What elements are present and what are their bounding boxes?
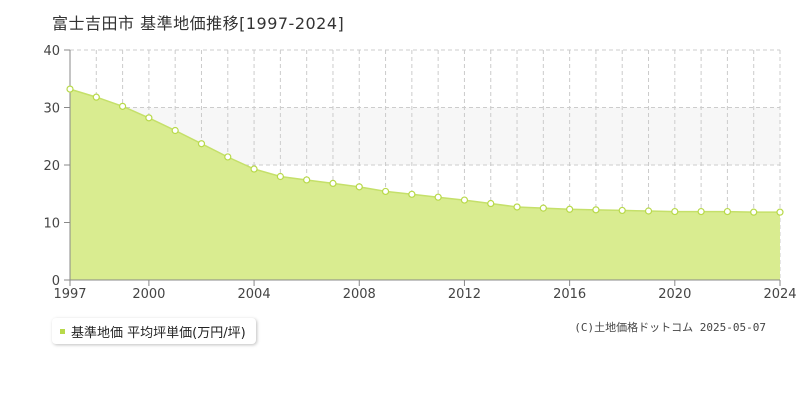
- data-point: [723, 207, 732, 216]
- data-point: [697, 207, 705, 216]
- data-point: [513, 203, 521, 211]
- y-tick-label: 30: [43, 102, 60, 117]
- data-point: [618, 206, 626, 215]
- x-tick-label: 1997: [53, 287, 86, 302]
- data-point: [644, 207, 653, 215]
- y-tick-label: 40: [43, 44, 60, 59]
- data-point: [303, 176, 311, 184]
- data-point: [566, 205, 574, 213]
- x-tick-label: 2024: [763, 287, 796, 302]
- data-point: [197, 140, 206, 148]
- data-point: [381, 187, 390, 196]
- y-tick-label: 0: [52, 274, 60, 289]
- x-tick-label: 2004: [238, 287, 271, 302]
- data-point: [118, 102, 127, 110]
- data-point: [776, 208, 784, 216]
- page-title: 富士吉田市 基準地価推移[1997-2024]: [52, 14, 345, 33]
- y-tick-label: 20: [43, 159, 60, 174]
- data-point: [750, 208, 758, 216]
- x-tick-label: 2012: [448, 287, 481, 302]
- legend-swatch-icon: [60, 328, 65, 334]
- data-point: [145, 114, 153, 122]
- data-point: [355, 183, 363, 191]
- data-point: [66, 85, 74, 93]
- x-tick-label: 2008: [343, 287, 376, 302]
- data-point: [408, 190, 416, 198]
- data-point: [592, 206, 600, 214]
- chart-legend: 基準地価 平均坪単価(万円/坪): [52, 318, 256, 344]
- series-area: [70, 89, 780, 280]
- x-tick-label: 2016: [553, 287, 586, 302]
- data-point: [460, 196, 469, 204]
- copyright-text: (C)土地価格ドットコム 2025-05-07: [574, 321, 766, 334]
- data-point: [539, 204, 547, 212]
- data-point: [250, 165, 258, 173]
- data-point: [487, 199, 495, 208]
- data-point: [671, 207, 679, 216]
- y-tick-label: 10: [43, 217, 60, 232]
- data-point: [171, 126, 179, 135]
- data-point: [276, 172, 284, 181]
- x-tick-label: 2000: [132, 287, 165, 302]
- x-tick-label: 2020: [658, 287, 691, 302]
- series-line: [69, 88, 780, 213]
- data-point: [329, 179, 337, 187]
- data-point: [434, 193, 442, 201]
- legend-label: 基準地価 平均坪単価(万円/坪): [71, 325, 246, 341]
- data-point: [224, 153, 232, 161]
- data-point: [92, 93, 100, 101]
